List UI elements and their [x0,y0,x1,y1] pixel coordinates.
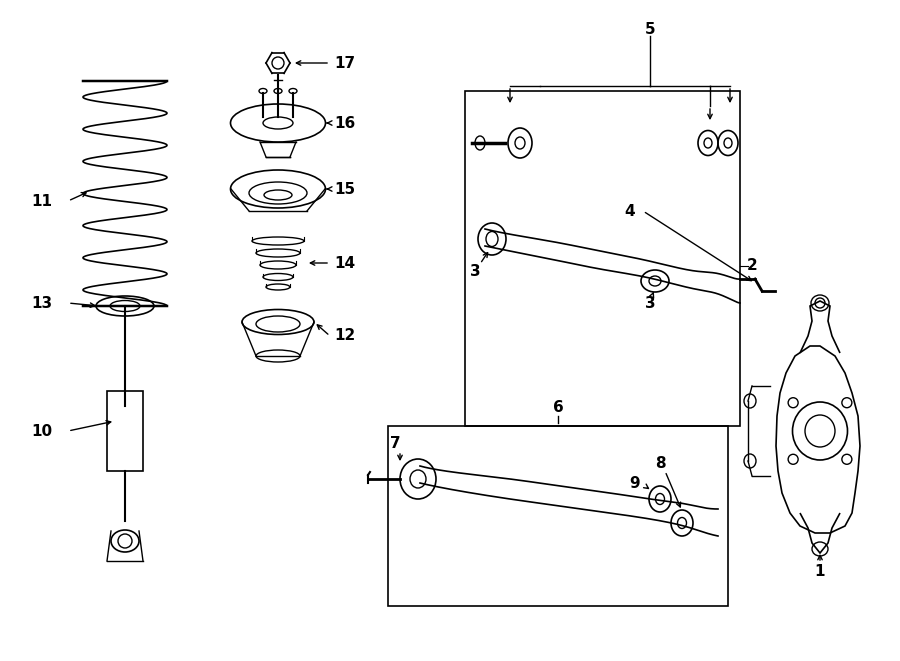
Text: 16: 16 [335,116,356,130]
Text: 6: 6 [553,401,563,416]
Text: 12: 12 [335,329,356,344]
Text: 3: 3 [644,295,655,311]
Text: 10: 10 [32,424,52,438]
Text: 5: 5 [644,22,655,36]
Text: 7: 7 [390,436,400,451]
Text: 1: 1 [814,563,825,578]
Text: 11: 11 [32,194,52,208]
Text: 4: 4 [625,204,635,219]
Text: 17: 17 [335,56,356,71]
Text: 3: 3 [470,264,481,278]
Text: 9: 9 [630,475,640,490]
Bar [107,391,143,471]
Text: 8: 8 [654,455,665,471]
Bar [465,91,740,426]
Bar [388,426,728,606]
Text: 15: 15 [335,182,356,196]
Text: 13: 13 [32,295,52,311]
Text: 14: 14 [335,256,356,270]
Text: 2: 2 [747,258,758,274]
